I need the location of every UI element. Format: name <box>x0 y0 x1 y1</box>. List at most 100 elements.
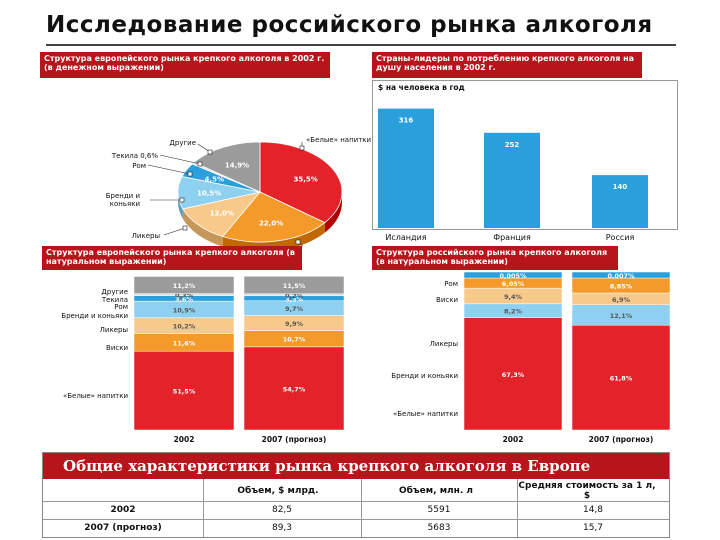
stack-segment <box>463 271 563 279</box>
pie-leader-marker <box>179 197 185 203</box>
country-title: Страны-лидеры по потреблению крепкого ал… <box>372 52 642 78</box>
table-cell: 15,7 <box>582 523 604 533</box>
pie-slice-side <box>222 222 325 252</box>
stack-segment <box>571 271 671 279</box>
pie-data-label: 35,5% <box>294 175 318 183</box>
table-header-volume-l: Объем, млн. л <box>398 486 474 496</box>
table-cell: 89,3 <box>271 523 293 533</box>
pie-data-label: 14,9% <box>225 161 249 169</box>
stack-tick-label: 2007 (прогноз) <box>589 435 654 444</box>
stack-series-label: Ром <box>114 303 128 311</box>
pie-slice-side <box>324 192 342 233</box>
country-bar-value: 316 <box>399 117 414 125</box>
russia-stacked-chart: 67,3% 8,2% 9,4% 6,05%0,005% 2002 61,8% 12,1% 6,… <box>391 271 671 444</box>
country-bar-value: 252 <box>505 141 520 149</box>
europe-stack-title: Структура европейского рынка крепкого ал… <box>42 246 302 270</box>
country-bar <box>592 175 648 228</box>
pie-slice-side <box>178 192 183 219</box>
stack-data-label: 9,4% <box>504 293 523 301</box>
country-ylabel: $ на человека в год <box>378 83 465 92</box>
stack-data-label: 61,8% <box>610 375 633 383</box>
country-bar-value: 140 <box>613 183 628 191</box>
pie-title: Структура европейского рынка крепкого ал… <box>40 52 330 78</box>
pie-leader-marker <box>299 145 305 151</box>
table-cell: 14,8 <box>582 505 604 515</box>
stack-segment <box>571 324 671 431</box>
stack-data-label: 0,007% <box>607 272 635 280</box>
stack-series-label: Бренди и коньяки <box>391 372 458 380</box>
pie-category-label: Другие <box>169 139 196 147</box>
pie-leader-marker <box>207 149 213 155</box>
stack-data-label: 3,6% <box>175 295 194 303</box>
stack-tick-label: 2007 (прогноз) <box>262 435 327 444</box>
stack-data-label: 51,5% <box>173 388 196 396</box>
pie-category-label: Ликеры <box>132 232 160 240</box>
pie-slice <box>182 191 262 238</box>
table-header-volume-usd: Объем, $ млрд. <box>237 486 319 496</box>
pie-leader-marker <box>197 161 203 167</box>
pie-slice <box>222 191 326 243</box>
table-header-avg-price: Средняя стоимость за 1 л, $ <box>518 481 656 501</box>
stack-data-label: 8,2% <box>504 308 523 316</box>
stack-data-label: 11,5% <box>283 282 306 290</box>
country-bar-chart: $ на человека в год 316 Исландия 252 Франция… <box>378 83 648 242</box>
pie-leader-marker <box>187 171 193 177</box>
pie-leader-marker <box>295 239 301 245</box>
stack-data-label: 0,3% <box>175 292 194 300</box>
market-table: Общие характеристики рынка крепкого алко… <box>42 452 670 538</box>
table-cell: 82,5 <box>271 505 293 515</box>
stack-data-label: 6,05% <box>502 280 525 288</box>
pie-slice <box>259 141 343 224</box>
stack-segment <box>463 317 563 431</box>
stack-data-label: 11,6% <box>173 339 196 347</box>
stack-data-label: 10,9% <box>173 306 196 314</box>
title-divider <box>46 44 676 46</box>
stack-data-label: 0,005% <box>499 272 527 280</box>
stack-series-label: Виски <box>106 344 128 352</box>
country-panel: Страны-лидеры по потреблению крепкого ал… <box>372 52 678 242</box>
stack-tick-label: 2002 <box>503 435 524 444</box>
stack-series-label: Текила <box>101 296 128 304</box>
page-title: Исследование российского рынка алкоголя <box>46 12 653 38</box>
table-title: Общие характеристики рынка крепкого алко… <box>43 453 669 479</box>
stack-data-label: 3,3% <box>285 295 304 303</box>
europe-stack-panel: Структура европейского рынка крепкого ал… <box>40 246 356 446</box>
pie-data-label: 10,5% <box>197 189 221 197</box>
stack-series-label: «Белые» напитки <box>63 392 128 400</box>
stack-series-label: Ром <box>444 280 458 288</box>
stack-series-label: Виски <box>436 296 458 304</box>
stack-segment <box>243 276 345 295</box>
stack-data-label: 9,7% <box>285 305 304 313</box>
pie-slice <box>193 141 261 193</box>
stack-data-label: 0,2% <box>285 292 304 300</box>
pie-category-label: «Белые» напитки <box>306 136 371 144</box>
stack-series-label: Ликеры <box>100 326 128 334</box>
table-cell: 5683 <box>427 523 451 533</box>
europe-stacked-chart: 51,5% 11,6% 10,2% 10,9% 3,6%0,3% 11,2% 2002 54,… <box>61 276 345 444</box>
table-cell: 5591 <box>427 505 451 515</box>
country-frame <box>372 80 678 230</box>
table-row-year: 2002 <box>110 505 136 515</box>
stack-tick-label: 2002 <box>174 435 195 444</box>
pie-leader-line <box>147 164 191 175</box>
stack-series-label: Другие <box>101 288 128 296</box>
stack-series-label: Ликеры <box>430 340 458 348</box>
stack-segment <box>133 350 235 431</box>
stack-segment <box>243 346 345 431</box>
country-tick-label: Исландия <box>385 233 426 242</box>
stack-data-label: 6,9% <box>612 296 631 304</box>
pie-slice-side <box>182 208 223 247</box>
pie-category-label: Бренди и коньяки <box>106 192 140 208</box>
stack-data-label: 67,3% <box>502 371 525 379</box>
stack-series-label: «Белые» напитки <box>393 410 458 418</box>
pie-data-label: 4,5% <box>205 175 224 183</box>
country-tick-label: Франция <box>493 233 531 242</box>
stack-data-label: 9,9% <box>285 320 304 328</box>
pie-leader-marker <box>182 225 188 231</box>
pie-leader-line <box>159 154 201 165</box>
stack-series-label: Бренди и коньяки <box>61 312 128 320</box>
stack-segment <box>133 276 235 294</box>
pie-data-label: 12,0% <box>210 210 234 218</box>
pie-panel: Структура европейского рынка крепкого ал… <box>40 52 371 259</box>
country-bar <box>484 132 540 228</box>
